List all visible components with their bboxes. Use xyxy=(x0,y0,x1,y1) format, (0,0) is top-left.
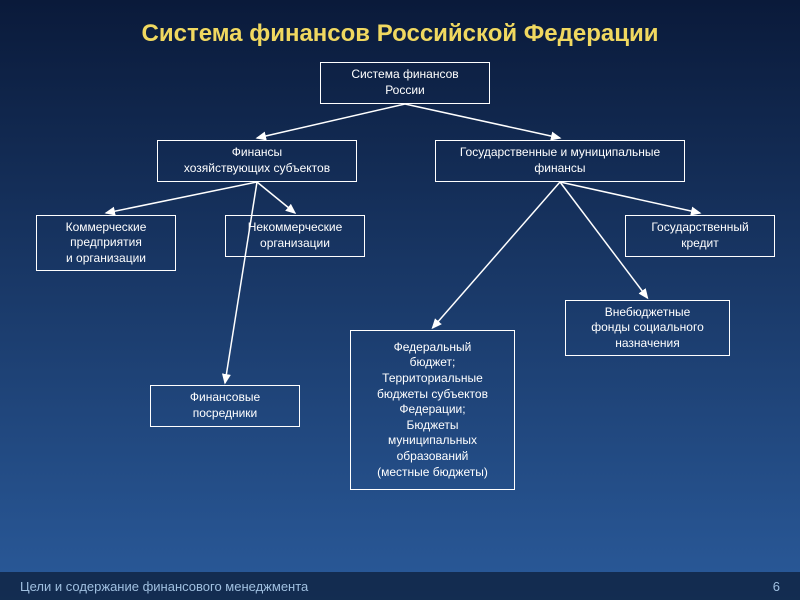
node-biz: Финансыхозяйствующих субъектов xyxy=(157,140,357,182)
slide-number: 6 xyxy=(773,579,780,594)
slide-title: Система финансов Российской Федерации xyxy=(0,0,800,48)
node-gov: Государственные и муниципальныефинансы xyxy=(435,140,685,182)
node-root: Система финансовРоссии xyxy=(320,62,490,104)
node-budget: Федеральныйбюджет;Территориальныебюджеты… xyxy=(350,330,515,490)
node-nonc: Некоммерческиеорганизации xyxy=(225,215,365,257)
node-inter: Финансовыепосредники xyxy=(150,385,300,427)
footer-bar: Цели и содержание финансового менеджмент… xyxy=(0,572,800,600)
node-credit: Государственныйкредит xyxy=(625,215,775,257)
node-offbud: Внебюджетныефонды социальногоназначения xyxy=(565,300,730,356)
footer-text: Цели и содержание финансового менеджмент… xyxy=(20,579,308,594)
node-comm: Коммерческиепредприятияи организации xyxy=(36,215,176,271)
